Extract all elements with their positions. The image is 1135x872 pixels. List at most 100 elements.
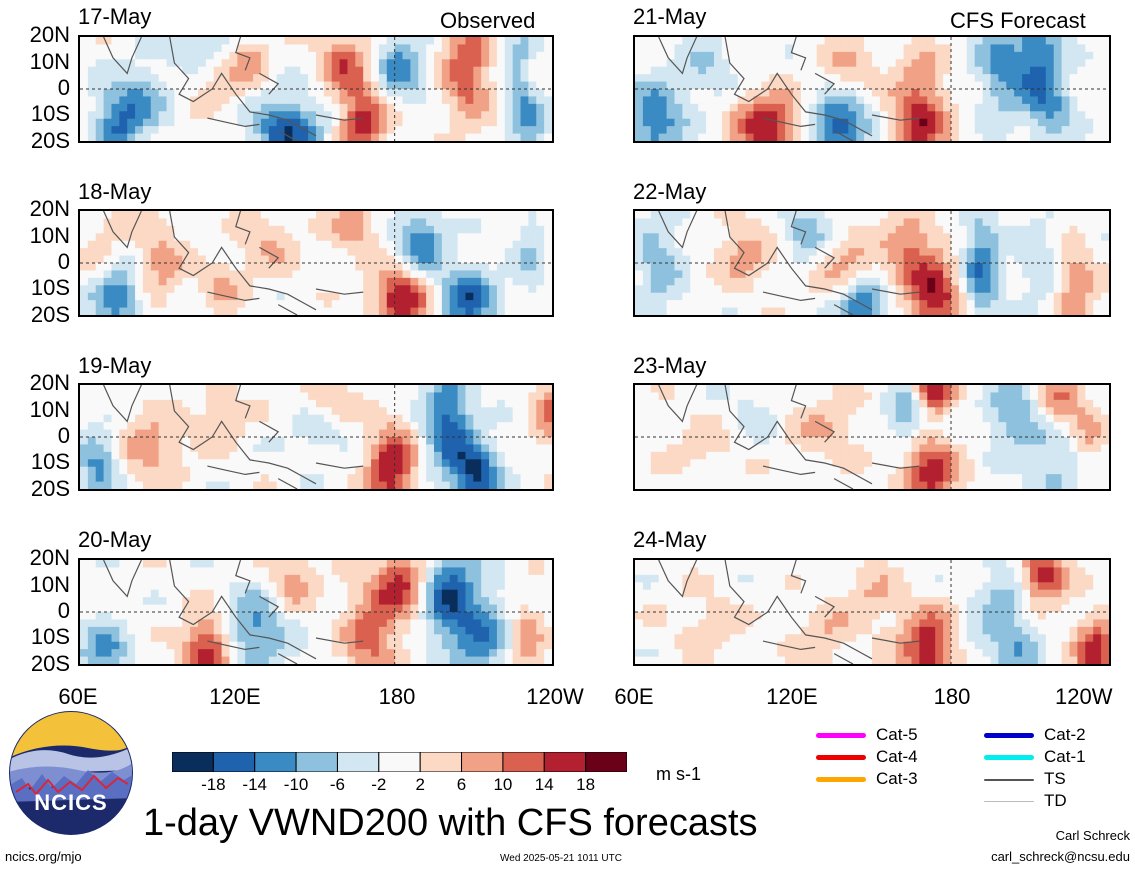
ncics-logo: NCICS <box>8 710 134 836</box>
logo-text: NCICS <box>34 790 107 815</box>
panel-date-label: 20-May <box>78 527 152 552</box>
colorbar-units: m s-1 <box>656 764 701 784</box>
panel-date-label: 22-May <box>633 179 707 204</box>
lat-tick-label: 20N <box>29 22 70 47</box>
colorbar-swatch <box>461 751 504 773</box>
colorbar-swatch <box>295 751 338 773</box>
site-link[interactable]: ncics.org/mjo <box>5 849 82 864</box>
legend-line-swatch <box>984 779 1034 781</box>
colorbar-tick-label: -6 <box>329 775 346 794</box>
lon-tick-label: 60E <box>614 684 654 709</box>
colorbar-swatch <box>543 751 587 773</box>
legend-line-swatch <box>816 755 866 760</box>
lon-tick-label: 60E <box>58 684 98 709</box>
coastline <box>658 385 920 489</box>
map-panel <box>78 35 554 143</box>
lat-tick-label: 10N <box>29 223 70 248</box>
panel-date-label: 18-May <box>78 179 152 204</box>
coastline <box>658 560 920 664</box>
legend-line-swatch <box>984 801 1034 802</box>
colorbar-tick-label: -2 <box>371 775 387 794</box>
vwnd-field <box>80 385 552 489</box>
colorbar-tick-label: 14 <box>534 775 554 794</box>
legend-label: Cat-2 <box>1044 725 1086 744</box>
lat-tick-label: 20S <box>30 476 70 501</box>
colorbar-swatch <box>336 751 380 773</box>
legend-line-swatch <box>984 755 1034 760</box>
lon-tick-label: 120W <box>1055 686 1113 708</box>
lat-tick-label: 0 <box>57 598 70 623</box>
lat-tick-label: 10N <box>29 572 70 597</box>
legend-line-swatch <box>816 777 866 782</box>
legend-label: Cat-3 <box>876 769 918 788</box>
lat-tick-label: 20S <box>30 128 70 153</box>
legend-label: TS <box>1044 769 1066 788</box>
legend-line-swatch <box>984 733 1034 738</box>
lon-tick-label: 120E <box>766 684 818 709</box>
vwnd-field <box>635 211 1109 315</box>
vwnd-field <box>635 385 1109 489</box>
colorbar-swatch <box>585 751 628 773</box>
vwnd-field <box>635 37 1109 141</box>
lat-tick-label: 10N <box>29 397 70 422</box>
lon-tick-label: 120W <box>526 684 584 709</box>
vwnd-field <box>80 560 552 664</box>
coastline <box>658 211 920 315</box>
panel-date-label: 19-May <box>78 353 152 378</box>
coastline <box>103 560 364 664</box>
map-panel <box>78 383 554 491</box>
legend-label: Cat-4 <box>876 747 918 766</box>
panel-date-label: 21-May <box>633 4 707 29</box>
author-name: Carl Schreck <box>1055 828 1130 843</box>
colorbar-tick-label: -14 <box>242 775 267 794</box>
lat-tick-label: 20S <box>30 651 70 676</box>
colorbar-swatch <box>212 751 256 773</box>
author-email[interactable]: carl_schreck@ncsu.edu <box>991 849 1130 864</box>
panel-date-label: 24-May <box>633 527 707 552</box>
colorbar-swatch <box>419 751 463 773</box>
colorbar-swatch <box>171 751 214 773</box>
map-panel <box>78 558 554 666</box>
lon-tick-label: 180 <box>378 684 416 709</box>
colorbar <box>171 751 628 773</box>
coastline <box>103 385 364 489</box>
forecast-tag: CFS Forecast <box>950 8 1086 33</box>
colorbar-tick-label: 2 <box>415 775 425 794</box>
colorbar-swatch <box>502 751 545 773</box>
colorbar-swatch <box>378 751 421 773</box>
vwnd-field <box>80 211 552 315</box>
timestamp: Wed 2025-05-21 1011 UTC <box>500 853 622 864</box>
colorbar-tick-label: 10 <box>493 775 513 794</box>
colorbar-tick-label: 18 <box>576 775 596 794</box>
lat-tick-label: 10N <box>29 49 70 74</box>
lat-tick-label: 20N <box>29 545 70 570</box>
map-panel <box>633 209 1111 317</box>
colorbar-swatch <box>254 751 297 773</box>
map-panel <box>633 383 1111 491</box>
legend-label: Cat-1 <box>1044 747 1086 766</box>
figure-title: 1-day VWND200 with CFS forecasts <box>143 802 758 844</box>
coastline <box>658 37 920 141</box>
coastline <box>103 211 364 315</box>
lat-tick-label: 20S <box>30 302 70 327</box>
lon-tick-label: 180 <box>933 684 971 709</box>
map-panel <box>633 35 1111 143</box>
panel-date-label: 23-May <box>633 353 707 378</box>
lon-tick-label: 120E <box>209 684 261 709</box>
legend-line-swatch <box>816 733 866 738</box>
colorbar-tick-label: -10 <box>283 775 309 794</box>
lat-tick-label: 10S <box>30 101 70 126</box>
lat-tick-label: 10S <box>30 449 70 474</box>
lat-tick-label: 10S <box>30 275 70 300</box>
lat-tick-label: 20N <box>29 370 70 395</box>
map-panel <box>78 209 554 317</box>
lat-tick-label: 0 <box>57 249 70 274</box>
lat-tick-label: 0 <box>57 75 70 100</box>
vwnd-field <box>635 560 1109 664</box>
panel-date-label: 17-May <box>78 4 152 29</box>
vwnd-field <box>80 37 552 141</box>
lat-tick-label: 20N <box>29 196 70 221</box>
lat-tick-label: 0 <box>57 423 70 448</box>
colorbar-tick-label: -18 <box>201 775 226 794</box>
lat-tick-label: 10S <box>30 624 70 649</box>
